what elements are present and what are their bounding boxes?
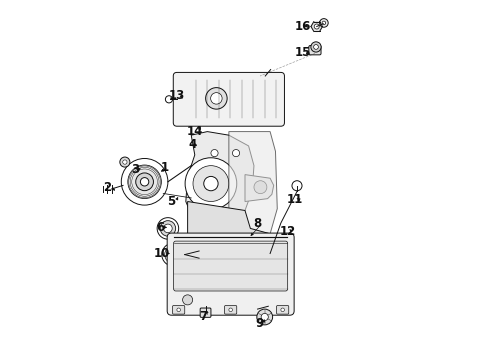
Circle shape [232,149,240,157]
Text: 12: 12 [280,225,296,238]
Text: 10: 10 [154,247,170,260]
Circle shape [193,166,229,202]
Text: 3: 3 [131,163,140,176]
Circle shape [319,19,328,27]
Text: 4: 4 [189,138,197,150]
Text: 5: 5 [168,195,175,208]
Text: 2: 2 [103,181,111,194]
Circle shape [257,309,272,325]
Circle shape [162,243,185,266]
Text: 15: 15 [294,46,311,59]
Text: 11: 11 [287,193,303,206]
FancyBboxPatch shape [276,306,289,314]
Circle shape [183,295,193,305]
Circle shape [314,45,318,49]
Circle shape [204,216,211,223]
Circle shape [160,221,175,236]
Circle shape [185,158,237,210]
Circle shape [136,173,153,191]
Circle shape [261,314,269,320]
Polygon shape [188,202,270,246]
Circle shape [164,224,172,233]
Circle shape [311,21,322,32]
Circle shape [232,212,240,220]
Circle shape [292,181,302,191]
Circle shape [211,93,222,104]
Text: 13: 13 [169,89,185,102]
Circle shape [204,176,218,191]
Circle shape [122,160,127,164]
Circle shape [165,246,182,263]
Text: 1: 1 [160,161,169,174]
Circle shape [166,96,172,103]
FancyBboxPatch shape [309,45,321,55]
Circle shape [281,308,285,312]
Text: 6: 6 [157,221,165,234]
Circle shape [157,218,179,239]
FancyBboxPatch shape [173,72,285,126]
FancyBboxPatch shape [173,241,288,291]
Circle shape [120,157,130,167]
FancyBboxPatch shape [172,306,185,314]
FancyBboxPatch shape [167,233,294,315]
Circle shape [169,250,178,260]
Text: 7: 7 [200,310,208,324]
Text: 9: 9 [255,317,264,330]
Text: 16: 16 [294,20,311,33]
Circle shape [206,87,227,109]
Polygon shape [229,132,277,234]
Circle shape [311,42,321,52]
FancyBboxPatch shape [224,306,237,314]
Polygon shape [245,175,274,202]
Circle shape [254,181,267,194]
Circle shape [314,24,319,29]
Polygon shape [186,132,254,234]
FancyBboxPatch shape [200,308,211,318]
Circle shape [177,308,180,312]
Text: 8: 8 [253,217,262,230]
Circle shape [211,149,218,157]
Circle shape [322,21,326,25]
Circle shape [229,308,232,312]
Circle shape [122,158,168,205]
Circle shape [128,165,161,199]
Text: 14: 14 [187,125,203,138]
Circle shape [141,177,149,186]
